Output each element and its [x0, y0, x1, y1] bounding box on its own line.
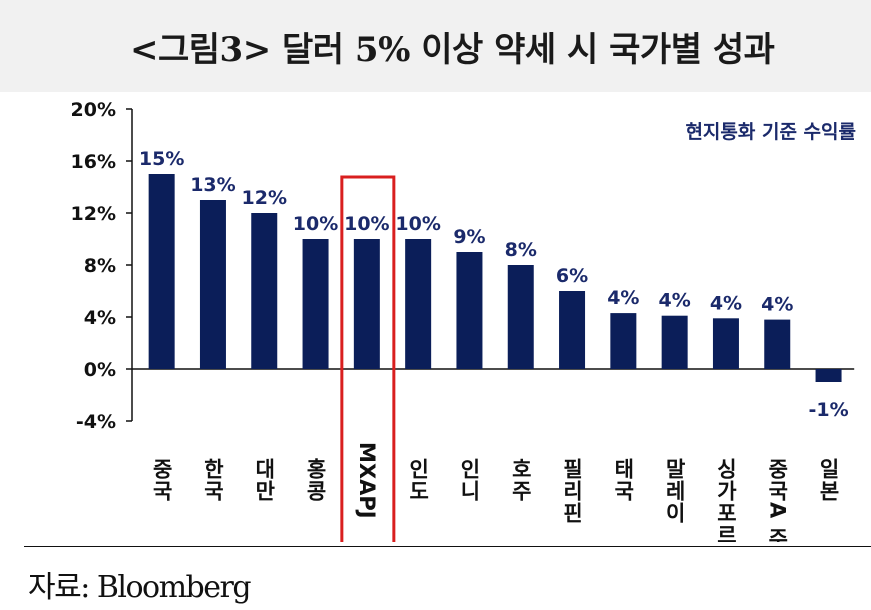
bar [712, 318, 739, 369]
y-tick-label: 20% [71, 99, 116, 121]
bar [764, 319, 791, 369]
y-tick-label: 12% [71, 203, 116, 225]
category-label: 중국A 주 [765, 458, 789, 542]
highlight-box [340, 175, 396, 542]
category-label: 대만 [252, 458, 276, 502]
data-label: 9% [453, 226, 485, 248]
data-label: 8% [505, 239, 537, 261]
category-label: MXAPJ [355, 442, 379, 519]
bar [507, 265, 534, 369]
data-label: -1% [808, 399, 848, 421]
bar [815, 369, 842, 382]
y-tick-label: 4% [84, 307, 116, 329]
category-label: 중국 [150, 458, 174, 502]
bar [148, 174, 175, 369]
category-label: 한국 [201, 458, 225, 502]
chart-annotation: 현지통화 기준 수익률 [685, 121, 856, 143]
page-title: <그림3> 달러 5% 이상 약세 시 국가별 성과 [130, 30, 775, 70]
source-note: 자료: Bloomberg [28, 570, 252, 605]
data-label: 4% [710, 292, 742, 314]
category-labels: 중국 한국 대만 홍콩 MXAPJ 인도 인니 호주 필리핀 태국 말레이 싱가포르 중국A 주 일본 [150, 442, 841, 542]
category-label: 일본 [817, 458, 841, 502]
bar [251, 213, 278, 369]
y-axis: 20% 16% 12% 8% 4% 0% -4% [71, 99, 855, 433]
bar-chart: 20% 16% 12% 8% 4% 0% -4% 15% 13% 12% 10% 10% 10% 9% 8… [71, 99, 856, 542]
bar [353, 239, 380, 369]
y-tick-label: -4% [76, 411, 116, 433]
y-tick-label: 0% [84, 359, 116, 381]
bars [148, 174, 842, 382]
y-tick-label: 16% [71, 151, 116, 173]
data-label: 10% [344, 213, 389, 235]
title-bar: <그림3> 달러 5% 이상 약세 시 국가별 성과 [0, 0, 871, 92]
data-label: 10% [395, 213, 440, 235]
bar [559, 291, 586, 369]
category-label: 태국 [611, 458, 635, 502]
data-labels: 15% 13% 12% 10% 10% 10% 9% 8% 6% 4% 4% 4% 4% -1% [139, 148, 849, 421]
bar [405, 239, 432, 369]
data-label: 12% [242, 187, 287, 209]
data-label: 4% [659, 290, 691, 312]
data-label: 13% [190, 174, 235, 196]
data-label: 4% [761, 294, 793, 316]
bar [661, 315, 688, 369]
category-label: 인니 [457, 458, 481, 502]
category-label: 홍콩 [304, 458, 328, 502]
category-label: 싱가포르 [714, 458, 738, 542]
bar [302, 239, 329, 369]
source-divider [24, 546, 871, 547]
bar [456, 252, 483, 369]
data-label: 10% [293, 213, 338, 235]
data-label: 6% [556, 265, 588, 287]
category-label: 필리핀 [560, 458, 584, 524]
category-label: 인도 [406, 458, 430, 502]
bar [610, 313, 637, 369]
data-label: 4% [607, 287, 639, 309]
data-label: 15% [139, 148, 184, 170]
bar [199, 200, 226, 369]
y-tick-label: 8% [84, 255, 116, 277]
category-label: 말레이 [663, 458, 687, 524]
category-label: 호주 [509, 458, 533, 502]
